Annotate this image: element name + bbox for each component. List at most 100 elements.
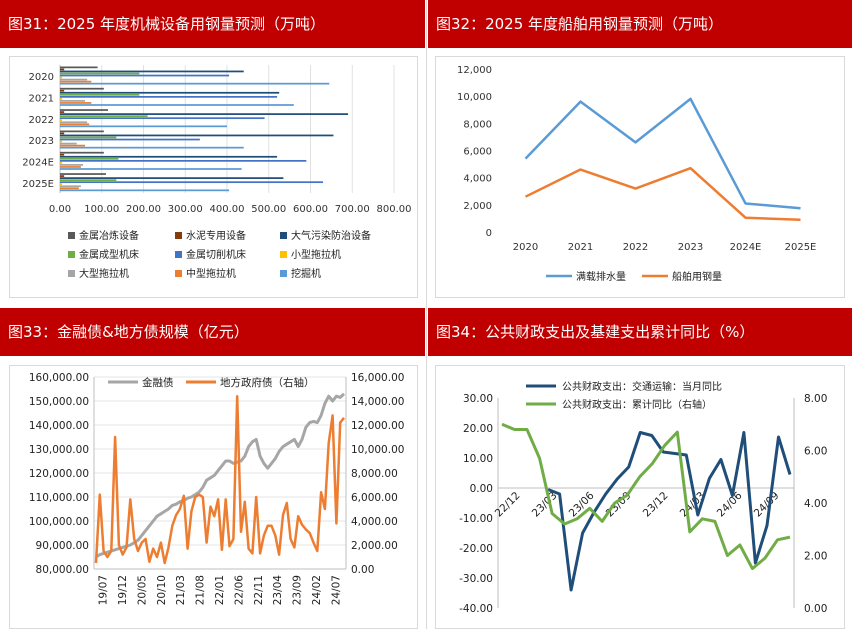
bar [60, 72, 140, 75]
fig33-title: 图33：金融债&地方债规模（亿元） [0, 308, 425, 356]
category-label: 2025E [22, 179, 54, 190]
bar [60, 146, 244, 149]
x-tick-label: 2022 [623, 242, 648, 253]
x-tick-label: 20/10 [156, 575, 168, 605]
bar [60, 91, 280, 94]
category-label: 2023 [29, 136, 54, 147]
legend-label: 挖掘机 [291, 267, 321, 280]
y-left-tick-label: 140,000.00 [29, 420, 89, 432]
column-divider [426, 0, 427, 629]
bar [60, 111, 65, 113]
bar [60, 168, 242, 170]
x-tick-label: 21/08 [195, 575, 207, 605]
y-left-tick-label: 120,000.00 [29, 468, 89, 480]
x-tick-label: 23/09 [292, 575, 304, 605]
y-left-tick-label: -10.00 [459, 513, 493, 525]
y-tick-label: 2,000 [463, 201, 492, 212]
legend-label: 地方政府债（右轴） [220, 376, 315, 389]
bar [60, 185, 81, 188]
bar [60, 109, 109, 111]
bar [60, 134, 334, 137]
bar [60, 181, 324, 184]
category-label: 2021 [29, 94, 54, 105]
x-tick-label: 2023 [678, 242, 703, 253]
x-tick-label: 22/06 [233, 575, 245, 606]
y-right-tick-label: 8.00 [804, 393, 827, 405]
y-right-tick-label: 8,000.00 [351, 468, 398, 480]
x-tick-label: 23/04 [272, 575, 284, 606]
series-line [94, 394, 345, 565]
bar [60, 183, 63, 186]
bar [60, 98, 63, 100]
legend-label: 金属冶炼设备 [79, 229, 139, 242]
legend-label: 水泥专用设备 [186, 229, 246, 242]
x-tick-label: 19/07 [98, 575, 110, 605]
y-tick-label: 10,000 [457, 92, 492, 103]
x-tick-label: 22/01 [214, 575, 226, 605]
bar [60, 136, 117, 139]
fig31-title: 图31：2025 年度机械设备用钢量预测（万吨） [0, 0, 425, 48]
bar [60, 159, 307, 162]
x-tick-label: 400.00 [210, 204, 245, 215]
bar [60, 87, 104, 90]
legend-label: 金融债 [142, 376, 174, 389]
category-label: 2020 [29, 72, 54, 83]
bar [60, 138, 200, 141]
fig33-chart: 160,000.00 16,000.00 150,000.00 14,000.00 14… [29, 372, 405, 606]
y-right-tick-label: 12,000.00 [351, 420, 404, 432]
bar [60, 140, 63, 143]
fig32-frame: 12,000 10,000 8,000 6,000 4,000 2,000 0 2020 202… [435, 56, 845, 298]
fig34-frame: 30.00 20.00 10.00 0.00 -10.00 -20.00 -30.00 -40… [435, 365, 845, 629]
y-right-tick-label: 4,000.00 [351, 516, 398, 528]
legend-label: 中型拖拉机 [186, 267, 236, 280]
panel-fig34: 图34：公共财政支出及基建支出累计同比（%） 30.00 20.00 10.00 0.… [428, 308, 852, 629]
x-tick-label: 2020 [513, 242, 538, 253]
panel-fig33: 图33：金融债&地方债规模（亿元） 160,000.00 16,000.00 150… [0, 308, 425, 629]
x-tick-label: 700.00 [335, 204, 370, 215]
x-tick-label: 24/09 [752, 490, 782, 520]
legend-label: 公共财政支出：累计同比（右轴） [562, 398, 712, 411]
category-label: 2022 [29, 115, 54, 126]
y-left-tick-label: -30.00 [459, 573, 493, 585]
legend-swatch [68, 232, 75, 239]
series-line [95, 392, 346, 559]
fig32-title: 图32：2025 年度船舶用钢量预测（万吨） [428, 0, 852, 48]
x-tick-label: 800.00 [377, 204, 412, 215]
legend-swatch [175, 232, 182, 239]
x-tick-label: 2021 [568, 242, 593, 253]
bar [60, 80, 92, 83]
bar [60, 153, 65, 156]
x-tick-label: 22/11 [253, 575, 265, 605]
legend-label: 小型拖拉机 [291, 248, 341, 261]
legend-swatch [280, 251, 287, 258]
y-left-tick-label: 150,000.00 [29, 396, 89, 408]
legend-swatch [175, 251, 182, 258]
bar [60, 189, 230, 192]
bar [60, 123, 90, 126]
legend-swatch [68, 270, 75, 277]
y-right-tick-label: 14,000.00 [351, 396, 404, 408]
bar [60, 155, 278, 158]
series-line [547, 431, 792, 592]
bar [60, 66, 98, 69]
bar [60, 162, 63, 164]
y-left-tick-label: 160,000.00 [29, 372, 89, 384]
bar [60, 151, 104, 154]
y-tick-label: 6,000 [463, 147, 492, 158]
y-tick-label: 12,000 [457, 65, 492, 76]
x-tick-label: 200.00 [126, 204, 161, 215]
y-tick-label: 4,000 [463, 174, 492, 185]
legend-label: 大型拖拉机 [79, 267, 129, 280]
legend-label: 公共财政支出：交通运输：当月同比 [562, 380, 722, 393]
x-tick-label: 300.00 [168, 204, 203, 215]
bar [60, 187, 79, 190]
bar [60, 82, 330, 85]
x-tick-label: 0.00 [49, 204, 71, 215]
bar [60, 93, 140, 96]
x-tick-label: 24/02 [311, 575, 323, 605]
y-left-tick-label: 130,000.00 [29, 444, 89, 456]
y-left-tick-label: 30.00 [463, 393, 493, 405]
bar [60, 104, 294, 106]
panel-fig31: 图31：2025 年度机械设备用钢量预测（万吨） 0.00 100.00 200.0… [0, 0, 425, 302]
series-line [524, 97, 801, 210]
